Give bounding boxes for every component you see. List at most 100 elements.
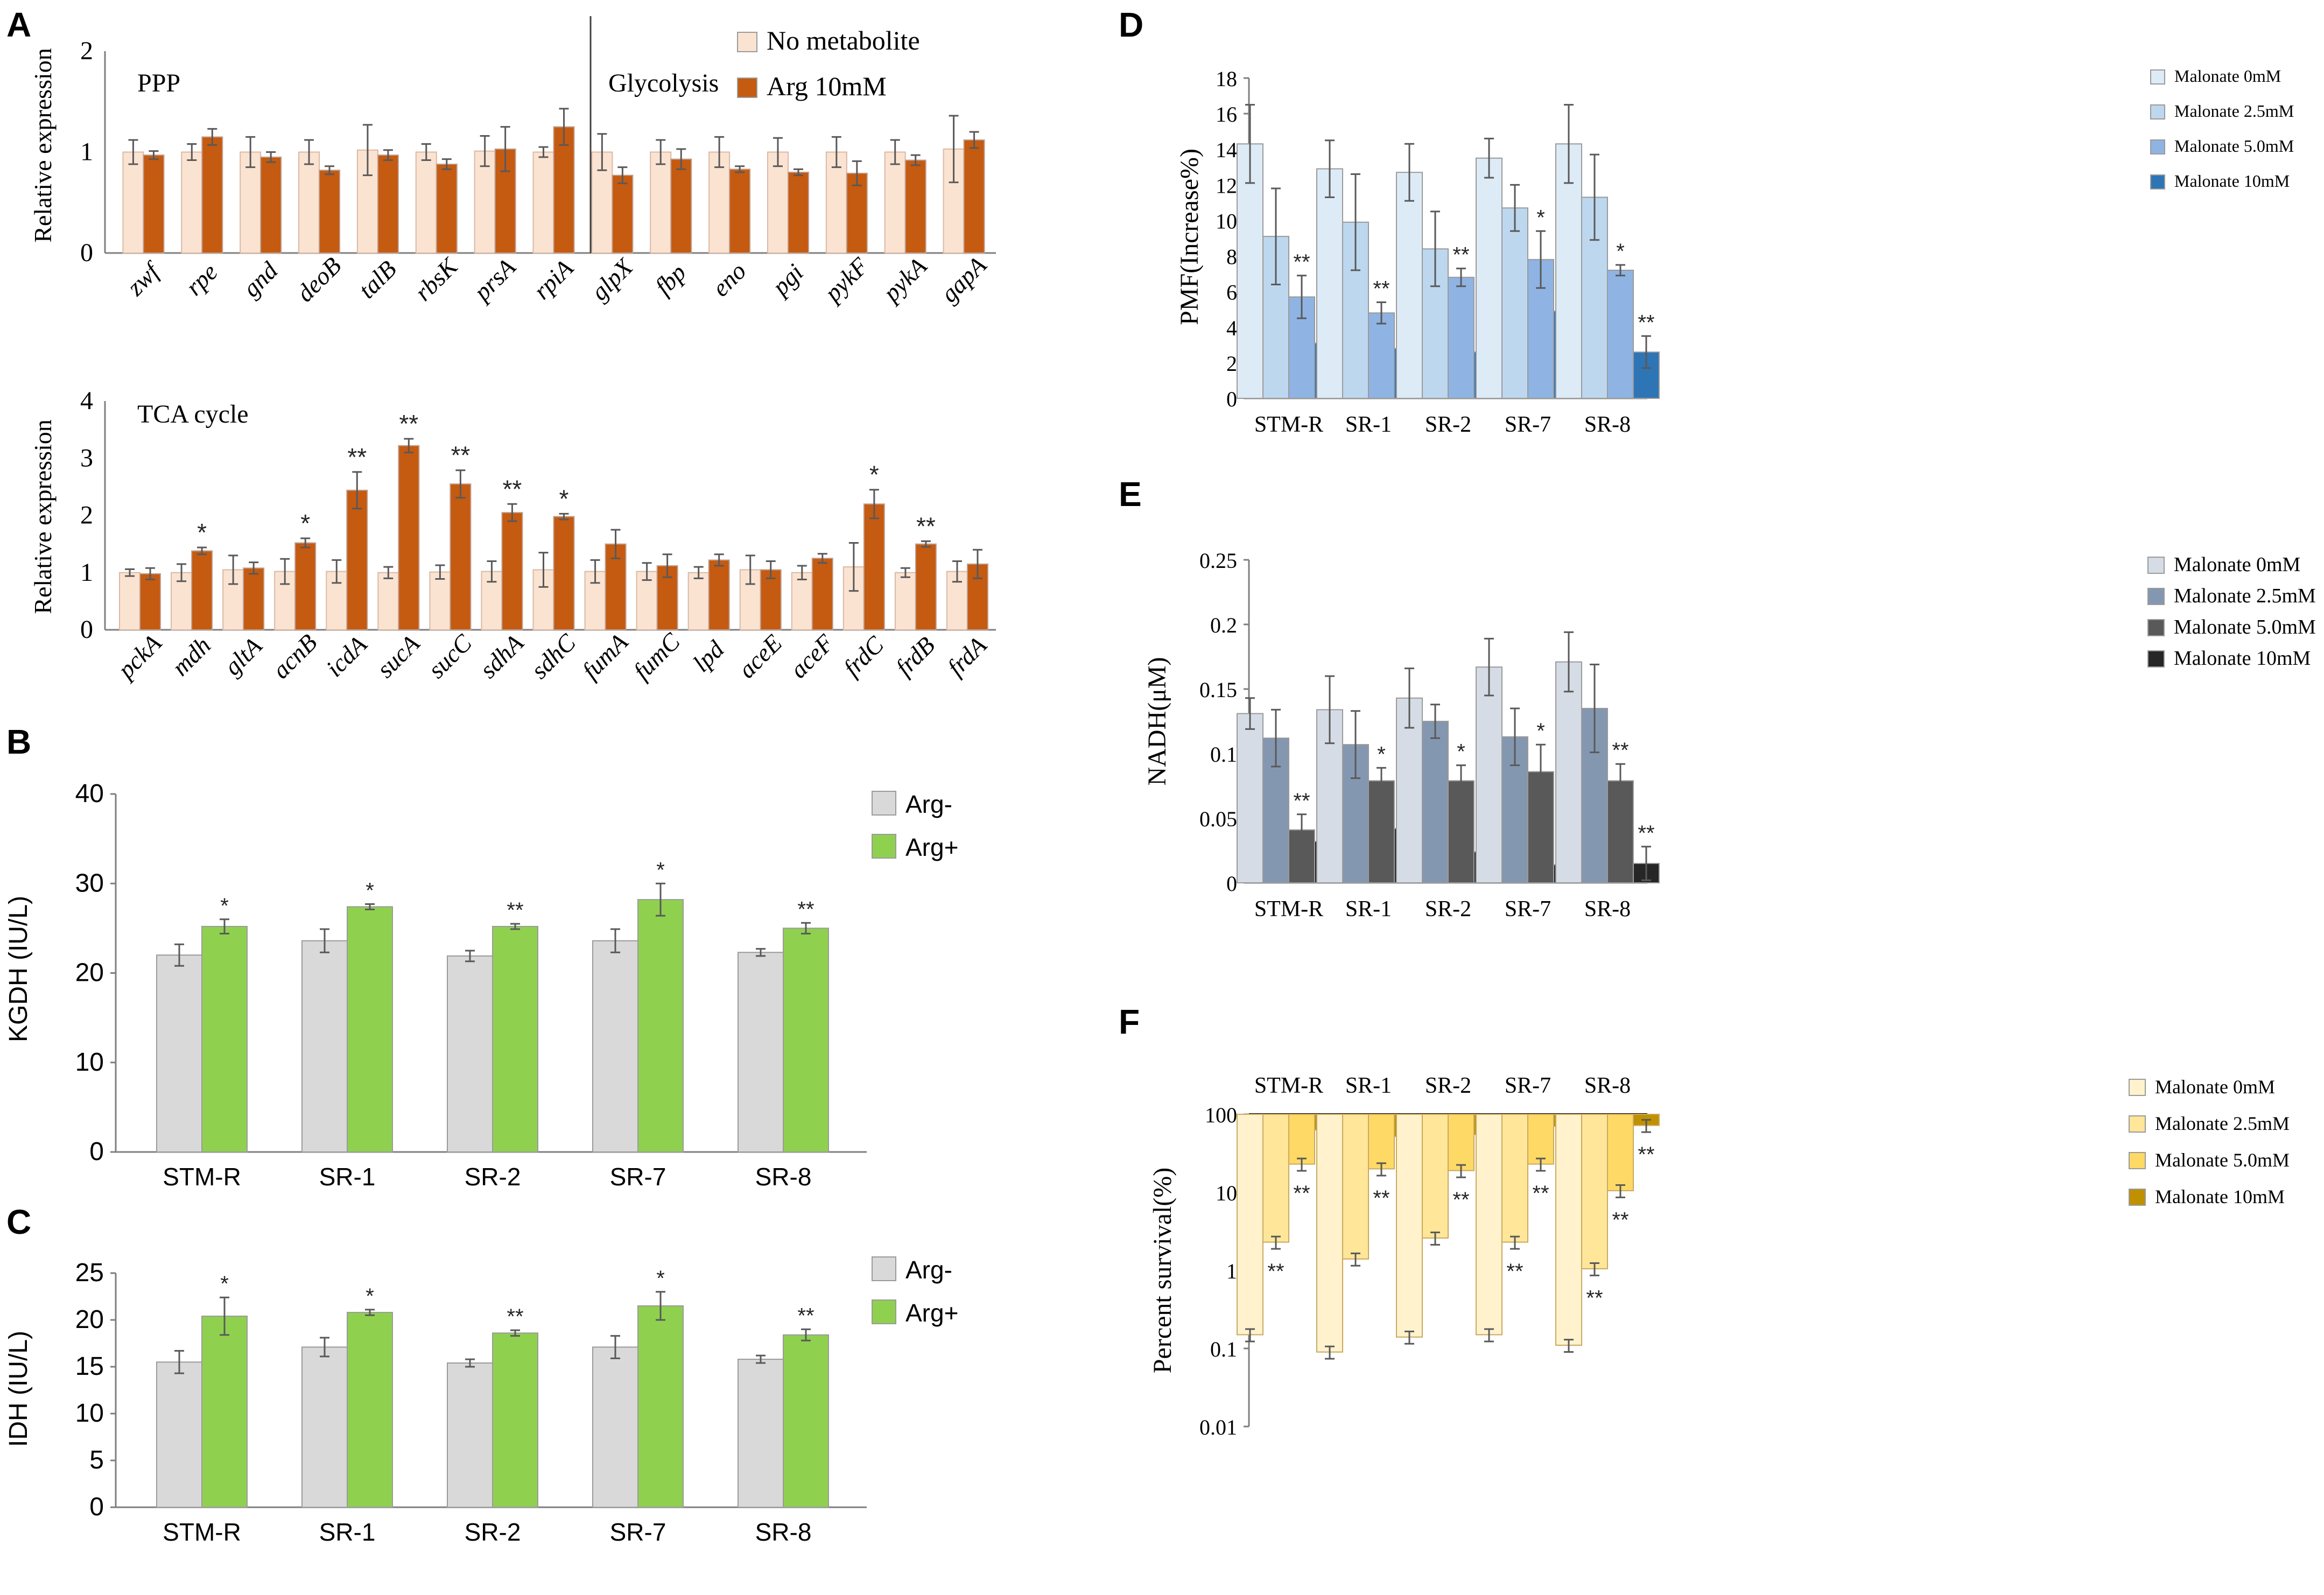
x-tick-label: SR-7 (610, 1518, 666, 1546)
bar (687, 572, 710, 630)
x-tick-label: SR-2 (465, 1518, 521, 1546)
legend: Malonate 0mM Malonate 2.5mM Malonate 5.0mM… (2150, 66, 2294, 191)
panel-letter: A (6, 5, 31, 44)
legend-swatch (872, 1299, 896, 1324)
legend-label: Malonate 10mM (2174, 171, 2290, 191)
legend: Arg- Arg+ (872, 790, 958, 861)
bar (1555, 661, 1582, 883)
bar (260, 156, 282, 254)
bar (760, 569, 782, 630)
bar (738, 1359, 784, 1508)
panel-letter: C (6, 1203, 31, 1241)
section-label-ppp: PPP (137, 69, 180, 97)
bar (592, 940, 638, 1153)
bar (1555, 1114, 1582, 1346)
bar (1448, 277, 1475, 399)
bar (201, 926, 248, 1153)
legend-swatch (2150, 69, 2165, 85)
bar (532, 151, 554, 254)
bar (846, 172, 868, 254)
bar (1448, 1114, 1475, 1171)
significance-marker: * (656, 1267, 665, 1290)
panel-letter: D (1119, 5, 1143, 44)
x-tick-label: STM-R (163, 1163, 241, 1191)
legend-label: Malonate 2.5mM (2174, 585, 2316, 607)
bar (1501, 207, 1528, 399)
bar (592, 1346, 638, 1508)
bar (298, 151, 320, 254)
bar (191, 550, 213, 630)
significance-marker: ** (1612, 739, 1628, 762)
bar (346, 489, 368, 630)
panel-letter: E (1119, 475, 1142, 514)
significance-marker: ** (1452, 1188, 1469, 1212)
bar (1607, 1114, 1634, 1191)
bar (1422, 721, 1449, 883)
chart-panel-c: 0 5 10 15 20 25 IDH (IU/L) * STM-R * SR-1 ** SR-2 * SR… (4, 1203, 958, 1546)
y-tick-label: 12 (1216, 173, 1237, 198)
bar (1342, 1114, 1369, 1260)
bar (1396, 697, 1423, 884)
bar (1527, 1114, 1554, 1165)
bar (1237, 143, 1263, 399)
x-tick-label: SR-2 (1425, 897, 1471, 922)
significance-marker: ** (347, 443, 367, 471)
bar (963, 139, 985, 254)
legend-label: Malonate 5.0mM (2174, 136, 2294, 156)
legend-label: Arg- (905, 790, 952, 818)
bar (637, 899, 684, 1153)
bar (612, 174, 634, 254)
x-tick-label: SR-7 (1505, 897, 1551, 922)
bar (738, 952, 784, 1153)
legend-swatch (2129, 1189, 2146, 1206)
x-tick-label: SR-2 (465, 1163, 521, 1191)
y-tick-label: 20 (75, 959, 104, 987)
legend-label: Malonate 5.0mM (2174, 616, 2316, 638)
bar (842, 566, 865, 630)
x-tick-label: STM-R (1254, 412, 1323, 437)
y-tick-label: 2 (1226, 352, 1237, 376)
y-tick-label: 0.25 (1199, 549, 1237, 573)
x-tick-label: STM-R (163, 1518, 241, 1546)
bar (1476, 1114, 1502, 1336)
significance-marker: ** (507, 1305, 523, 1329)
legend-swatch (737, 78, 757, 98)
significance-marker: ** (451, 441, 470, 469)
y-tick-label: 4 (1226, 316, 1237, 340)
bar (767, 151, 789, 254)
significance-marker: * (1457, 740, 1465, 764)
y-tick-label: 5 (89, 1446, 104, 1474)
bar (415, 151, 437, 254)
y-tick-label: 0 (80, 238, 93, 267)
y-tick-label: 2 (80, 37, 93, 65)
y-tick-label: 0 (1226, 872, 1237, 896)
bar (156, 954, 202, 1153)
x-tick-label: SR-1 (319, 1518, 376, 1546)
significance-marker: ** (1293, 250, 1310, 274)
bar (450, 483, 472, 630)
significance-marker: ** (1267, 1260, 1284, 1283)
bar (1396, 172, 1423, 399)
x-tick-label: SR-7 (1505, 1073, 1551, 1098)
bar (1422, 1114, 1449, 1239)
bar (1396, 1114, 1423, 1338)
y-tick-label: 15 (75, 1352, 104, 1381)
bar (1368, 312, 1395, 399)
significance-marker: ** (1638, 821, 1654, 845)
significance-marker: * (366, 879, 374, 902)
legend-swatch (2147, 619, 2165, 636)
y-tick-label: 14 (1216, 138, 1237, 162)
significance-marker: * (1616, 240, 1625, 263)
y-tick-label: 0.1 (1210, 742, 1237, 767)
bar (894, 572, 916, 630)
legend-swatch (2147, 588, 2165, 605)
significance-marker: * (559, 484, 569, 512)
y-tick-label: 10 (75, 1048, 104, 1077)
y-tick-label: 0.01 (1199, 1415, 1237, 1439)
significance-marker: * (300, 509, 310, 537)
significance-marker: ** (797, 897, 814, 921)
bar (670, 158, 692, 254)
y-axis-label: IDH (IU/L) (4, 1331, 33, 1447)
y-axis-label: NADH(μM) (1143, 657, 1171, 785)
